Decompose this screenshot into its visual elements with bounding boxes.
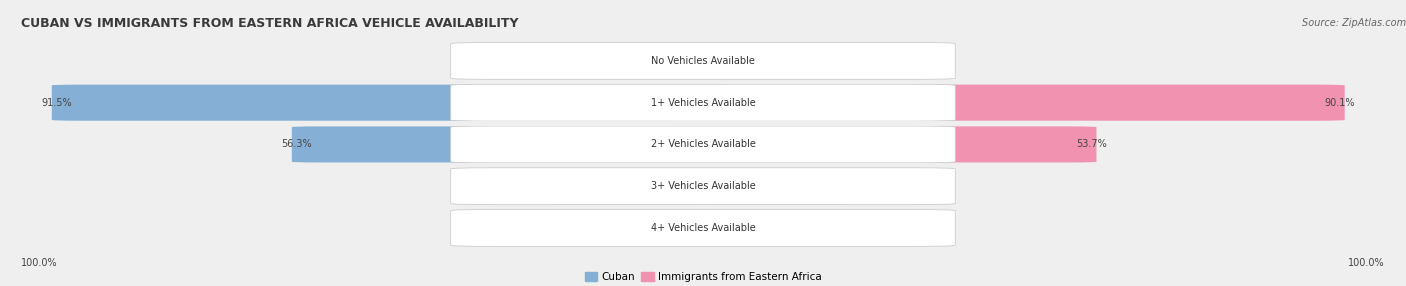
- Text: 1+ Vehicles Available: 1+ Vehicles Available: [651, 98, 755, 108]
- Text: 8.5%: 8.5%: [613, 56, 638, 66]
- Text: 91.5%: 91.5%: [42, 98, 72, 108]
- Text: No Vehicles Available: No Vehicles Available: [651, 56, 755, 66]
- Text: Source: ZipAtlas.com: Source: ZipAtlas.com: [1302, 18, 1406, 28]
- FancyBboxPatch shape: [451, 43, 955, 79]
- Text: 53.7%: 53.7%: [1076, 140, 1107, 149]
- FancyBboxPatch shape: [52, 85, 730, 121]
- Text: 100.0%: 100.0%: [1348, 258, 1385, 268]
- Text: CUBAN VS IMMIGRANTS FROM EASTERN AFRICA VEHICLE AVAILABILITY: CUBAN VS IMMIGRANTS FROM EASTERN AFRICA …: [21, 17, 519, 30]
- Legend: Cuban, Immigrants from Eastern Africa: Cuban, Immigrants from Eastern Africa: [581, 268, 825, 286]
- Text: 100.0%: 100.0%: [21, 258, 58, 268]
- FancyBboxPatch shape: [451, 126, 955, 163]
- Text: 6.0%: 6.0%: [631, 223, 655, 233]
- FancyBboxPatch shape: [544, 168, 730, 204]
- FancyBboxPatch shape: [636, 210, 730, 246]
- FancyBboxPatch shape: [676, 43, 799, 79]
- Text: 3+ Vehicles Available: 3+ Vehicles Available: [651, 181, 755, 191]
- FancyBboxPatch shape: [676, 210, 769, 246]
- FancyBboxPatch shape: [451, 168, 955, 204]
- Text: 90.1%: 90.1%: [1324, 98, 1355, 108]
- Text: 10.0%: 10.0%: [778, 56, 808, 66]
- Text: 56.3%: 56.3%: [281, 140, 312, 149]
- Text: 18.0%: 18.0%: [832, 181, 863, 191]
- FancyBboxPatch shape: [451, 84, 955, 121]
- FancyBboxPatch shape: [676, 85, 1344, 121]
- FancyBboxPatch shape: [676, 126, 1097, 162]
- Text: 19.3%: 19.3%: [534, 181, 565, 191]
- FancyBboxPatch shape: [292, 126, 730, 162]
- Text: 4+ Vehicles Available: 4+ Vehicles Available: [651, 223, 755, 233]
- FancyBboxPatch shape: [676, 168, 853, 204]
- FancyBboxPatch shape: [617, 43, 730, 79]
- Text: 5.7%: 5.7%: [748, 223, 773, 233]
- Text: 2+ Vehicles Available: 2+ Vehicles Available: [651, 140, 755, 149]
- FancyBboxPatch shape: [451, 210, 955, 246]
